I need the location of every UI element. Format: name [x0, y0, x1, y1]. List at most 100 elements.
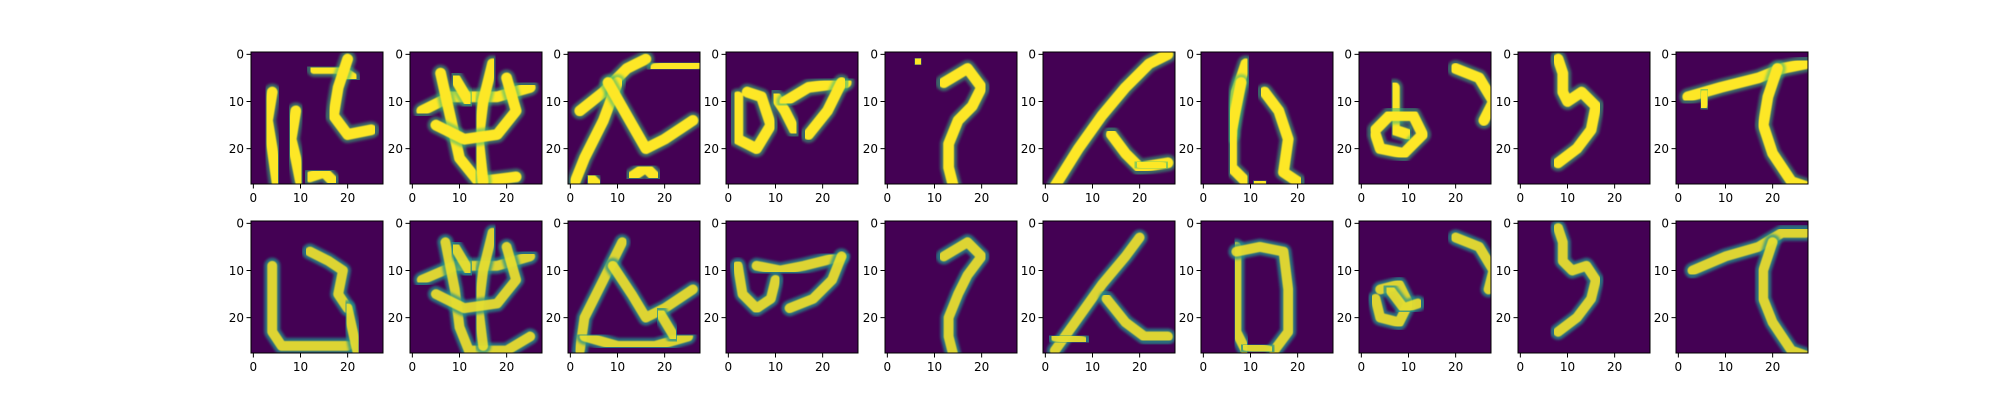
stroke [1049, 232, 1145, 353]
stroke [1101, 293, 1173, 342]
y-tick-label: 0 [395, 48, 403, 62]
y-tick-label: 10 [1654, 264, 1669, 278]
image-panel: 0 10 20 0 10 20 [1496, 48, 1651, 205]
x-tick-label: 20 [1132, 191, 1147, 205]
x-tick-label: 20 [499, 360, 514, 374]
x-tick-label: 10 [768, 360, 783, 374]
x-tick-label: 20 [1290, 360, 1305, 374]
panel-frame [1675, 51, 1809, 185]
x-tick-label: 10 [1401, 360, 1416, 374]
panel-frame [250, 51, 384, 185]
stroke [732, 260, 781, 314]
panel-frame [409, 220, 543, 354]
image-panel: 0 10 20 0 10 20 [1179, 217, 1334, 374]
image-panel: 0 10 20 0 10 20 [229, 48, 384, 205]
x-tick-label: 10 [293, 360, 308, 374]
stroke [583, 171, 604, 184]
stroke [649, 58, 700, 74]
x-tick-label: 10 [1560, 191, 1575, 205]
stroke-layer [568, 224, 700, 353]
stroke-layer [264, 243, 366, 353]
stroke-layer [729, 74, 855, 158]
x-tick-label: 10 [610, 360, 625, 374]
stroke [1687, 227, 1808, 276]
image-panel: 0 10 20 0 10 20 [863, 217, 1018, 374]
stroke [1049, 52, 1174, 184]
x-tick-label: 0 [1517, 191, 1525, 205]
x-tick-label: 20 [657, 191, 672, 205]
x-tick-label: 0 [1042, 360, 1050, 374]
stroke-layer [1550, 221, 1604, 340]
panel-frame [1358, 220, 1492, 354]
y-tick-label: 0 [553, 217, 561, 231]
x-tick-label: 10 [1560, 360, 1575, 374]
y-tick-label: 20 [1021, 142, 1036, 156]
stroke [1553, 223, 1601, 337]
y-tick-label: 0 [553, 48, 561, 62]
image-panel: 0 10 20 0 10 20 [704, 217, 859, 374]
x-tick-label: 20 [1132, 360, 1147, 374]
x-tick-label: 10 [927, 360, 942, 374]
stroke [803, 77, 847, 140]
x-tick-label: 0 [409, 360, 417, 374]
image-panel: 0 10 20 0 10 20 [229, 217, 384, 374]
x-tick-label: 0 [1200, 191, 1208, 205]
panel-background [1201, 52, 1333, 184]
stroke-layer [907, 52, 991, 184]
y-tick-label: 20 [704, 311, 719, 325]
stroke-layer [1684, 224, 1808, 353]
x-tick-label: 10 [1243, 360, 1258, 374]
y-tick-label: 10 [546, 264, 561, 278]
panel-frame [1517, 220, 1651, 354]
y-tick-label: 20 [863, 311, 878, 325]
y-tick-label: 20 [388, 142, 403, 156]
y-tick-label: 20 [1021, 311, 1036, 325]
y-tick-label: 0 [1344, 217, 1352, 231]
x-tick-label: 20 [1607, 191, 1622, 205]
y-tick-label: 0 [1186, 48, 1194, 62]
x-tick-label: 0 [1200, 360, 1208, 374]
y-tick-label: 20 [229, 142, 244, 156]
panel-frame [1042, 220, 1176, 354]
y-tick-label: 10 [1496, 264, 1511, 278]
stroke-layer [935, 234, 990, 353]
image-panel: 0 10 20 0 10 20 [704, 48, 859, 205]
x-tick-label: 0 [250, 191, 258, 205]
x-tick-label: 10 [1718, 191, 1733, 205]
stroke [304, 166, 339, 184]
stroke [1450, 63, 1491, 126]
stroke-layer [1679, 55, 1808, 184]
panel-background [1518, 52, 1650, 184]
stroke [1696, 86, 1713, 112]
y-tick-label: 10 [1179, 95, 1194, 109]
stroke-layer [1549, 52, 1605, 172]
y-tick-label: 10 [229, 264, 244, 278]
image-panel: 0 10 20 0 10 20 [863, 48, 1018, 205]
x-tick-label: 0 [1042, 191, 1050, 205]
x-tick-label: 10 [1243, 191, 1258, 205]
y-tick-label: 10 [546, 95, 561, 109]
y-tick-label: 10 [1179, 264, 1194, 278]
stroke [938, 237, 987, 353]
image-panel: 0 10 20 0 10 20 [388, 217, 543, 374]
y-tick-label: 0 [711, 217, 719, 231]
x-tick-label: 10 [452, 191, 467, 205]
stroke [1259, 86, 1304, 184]
y-tick-label: 10 [1337, 264, 1352, 278]
stroke [938, 63, 988, 184]
x-tick-label: 10 [293, 191, 308, 205]
x-tick-label: 10 [927, 191, 942, 205]
y-tick-label: 20 [863, 142, 878, 156]
y-tick-label: 20 [1179, 311, 1194, 325]
image-panel: 0 10 20 0 10 20 [1654, 217, 1809, 374]
stroke [267, 260, 353, 351]
stroke-layer [259, 52, 380, 184]
y-tick-label: 10 [1496, 95, 1511, 109]
y-tick-label: 10 [863, 95, 878, 109]
x-tick-label: 0 [250, 360, 258, 374]
y-tick-label: 10 [229, 95, 244, 109]
x-tick-label: 20 [1448, 360, 1463, 374]
y-tick-label: 10 [1337, 95, 1352, 109]
y-tick-label: 0 [1186, 217, 1194, 231]
x-tick-label: 10 [1085, 360, 1100, 374]
